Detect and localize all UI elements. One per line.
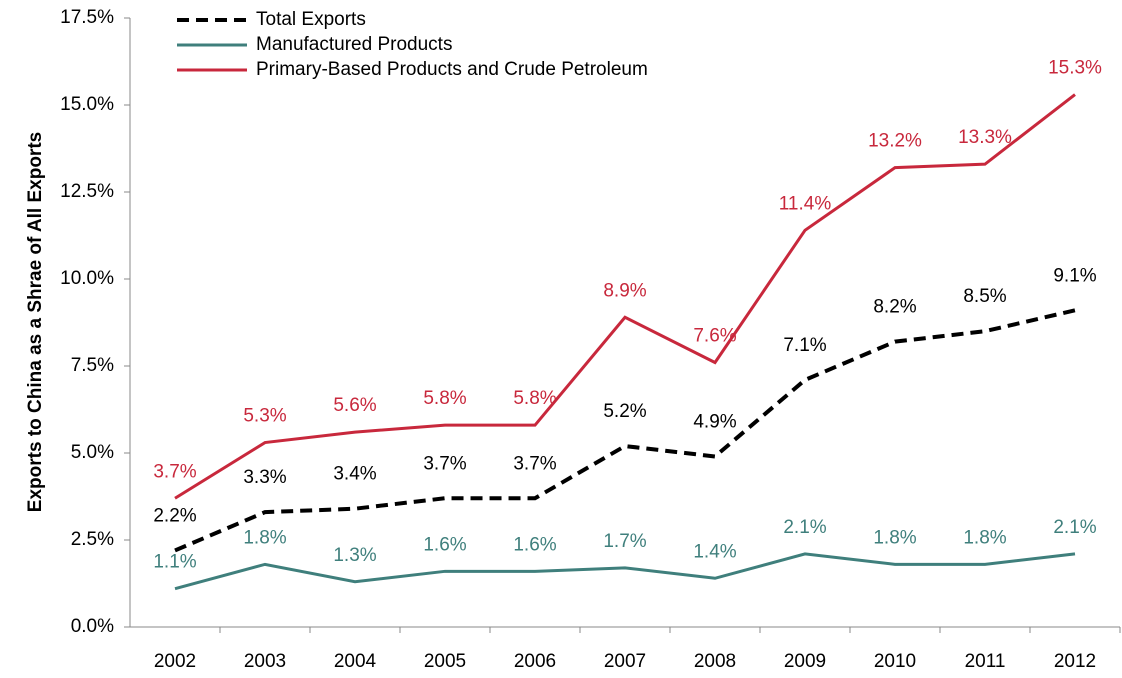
- y-tick-label: 7.5%: [71, 355, 114, 376]
- x-tick-label: 2002: [154, 651, 196, 672]
- x-tick-label: 2009: [784, 651, 826, 672]
- data-label: 5.3%: [243, 406, 286, 427]
- series-line: [174, 93, 1076, 500]
- data-label: 8.9%: [603, 280, 646, 301]
- data-label: 15.3%: [1048, 58, 1102, 79]
- legend-label: Primary-Based Products and Crude Petrole…: [256, 59, 648, 80]
- x-tick-label: 2008: [694, 651, 736, 672]
- data-label: 3.4%: [333, 464, 376, 485]
- x-tick-label: 2005: [424, 651, 466, 672]
- data-label: 1.8%: [243, 527, 286, 548]
- data-label: 7.1%: [783, 335, 826, 356]
- data-label: 8.5%: [963, 286, 1006, 307]
- y-tick-label: 10.0%: [60, 268, 114, 289]
- data-label: 1.8%: [963, 527, 1006, 548]
- y-axis-label: Exports to China as a Shrae of All Expor…: [25, 132, 46, 512]
- data-label: 3.7%: [423, 453, 466, 474]
- data-label: 1.6%: [423, 534, 466, 555]
- x-tick-label: 2004: [334, 651, 377, 672]
- y-tick-label: 15.0%: [60, 94, 114, 115]
- data-label: 5.8%: [513, 388, 556, 409]
- y-tick-label: 5.0%: [71, 442, 114, 463]
- data-label: 4.9%: [693, 411, 736, 432]
- series-line: [174, 552, 1076, 591]
- x-tick-label: 2003: [244, 651, 286, 672]
- x-tick-label: 2010: [874, 651, 916, 672]
- data-label: 2.1%: [783, 517, 826, 538]
- data-label: 5.2%: [603, 401, 646, 422]
- data-label: 2.1%: [1053, 517, 1096, 538]
- data-label: 13.2%: [868, 131, 922, 152]
- data-label: 1.6%: [513, 534, 556, 555]
- legend-label: Total Exports: [256, 9, 366, 30]
- data-label: 7.6%: [693, 326, 736, 347]
- x-tick-label: 2012: [1054, 651, 1096, 672]
- x-tick-label: 2011: [965, 651, 1006, 672]
- data-label: 1.3%: [333, 545, 376, 566]
- y-tick-label: 12.5%: [60, 181, 114, 202]
- data-label: 9.1%: [1053, 265, 1096, 286]
- data-label: 13.3%: [958, 127, 1012, 148]
- data-label: 11.4%: [779, 193, 832, 214]
- data-label: 1.8%: [873, 527, 916, 548]
- series-line: [174, 308, 1076, 553]
- data-label: 1.1%: [153, 552, 196, 573]
- y-tick-label: 0.0%: [71, 616, 114, 637]
- x-tick-label: 2006: [514, 651, 556, 672]
- data-label: 1.4%: [693, 541, 736, 562]
- data-label: 8.2%: [873, 297, 916, 318]
- x-tick-label: 2007: [604, 651, 646, 672]
- data-label: 3.7%: [513, 453, 556, 474]
- data-label: 5.8%: [423, 388, 466, 409]
- data-label: 1.7%: [603, 531, 646, 552]
- data-label: 3.7%: [153, 461, 196, 482]
- y-tick-label: 17.5%: [60, 7, 114, 28]
- data-label: 5.6%: [333, 395, 376, 416]
- data-label: 3.3%: [243, 467, 286, 488]
- legend-label: Manufactured Products: [256, 34, 452, 55]
- data-label: 2.2%: [153, 505, 196, 526]
- y-tick-label: 2.5%: [71, 529, 114, 550]
